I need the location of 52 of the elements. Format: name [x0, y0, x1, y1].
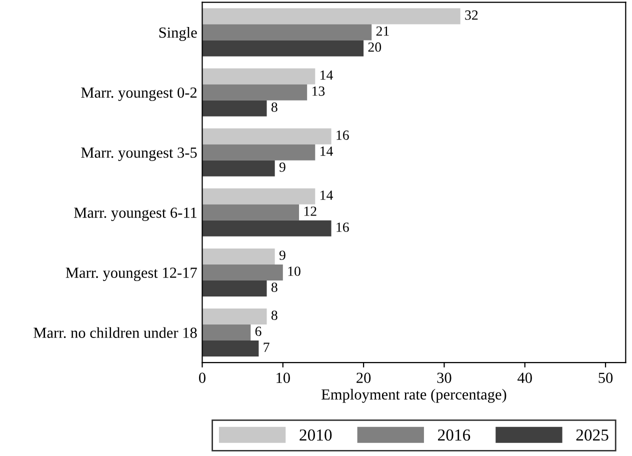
x-tick-label: 10 — [276, 372, 290, 383]
legend-label: 2025 — [576, 429, 608, 441]
data-label: 6 — [255, 326, 262, 336]
bar — [202, 324, 251, 341]
legend-label: 2016 — [438, 429, 470, 441]
bar — [202, 220, 332, 236]
bar — [202, 24, 372, 40]
legend-label: 2010 — [300, 429, 332, 441]
y-tick-label: Marr. no children under 18 — [34, 327, 197, 338]
bar — [202, 340, 259, 357]
y-tick-label: Marr. youngest 6-11 — [74, 208, 196, 221]
bar — [202, 68, 316, 84]
bar — [202, 204, 300, 220]
y-tick-label: Marr. youngest 3-5 — [81, 148, 197, 161]
data-label: 32 — [465, 10, 478, 20]
x-axis-title: Employment rate (percentage) — [322, 388, 506, 403]
x-tick-label: 50 — [598, 372, 613, 383]
bar — [202, 144, 316, 160]
data-label: 8 — [271, 310, 278, 320]
data-label: 9 — [279, 162, 286, 172]
data-label: 20 — [368, 42, 382, 52]
data-label: 21 — [376, 26, 389, 36]
data-label: 7 — [264, 342, 270, 352]
data-label: 8 — [271, 102, 278, 112]
data-label: 10 — [288, 266, 300, 276]
data-label: 16 — [336, 130, 349, 140]
bar — [202, 280, 267, 296]
x-tick-label: 40 — [518, 372, 532, 383]
data-label: 9 — [279, 250, 286, 260]
bar — [202, 128, 332, 144]
bar — [202, 8, 460, 24]
x-tick-label: 30 — [437, 372, 452, 383]
x-tick-label: 0 — [199, 372, 206, 383]
bar — [202, 84, 308, 100]
data-label: 16 — [336, 222, 349, 232]
bar — [202, 188, 316, 204]
data-label: 14 — [320, 70, 333, 80]
data-label: 13 — [312, 86, 325, 96]
y-tick-label: Marr. youngest 12-17 — [66, 268, 197, 282]
bar — [202, 100, 267, 116]
data-label: 12 — [304, 206, 316, 216]
bar — [202, 160, 275, 176]
x-tick-label: 20 — [356, 372, 371, 383]
bar — [202, 40, 364, 56]
y-tick-label: Single — [159, 27, 197, 41]
bar — [202, 308, 267, 324]
bar — [202, 264, 283, 280]
bar — [202, 248, 275, 264]
data-label: 14 — [320, 190, 333, 200]
y-tick-label: Marr. youngest 0-2 — [81, 87, 197, 101]
data-label: 14 — [320, 146, 333, 156]
data-label: 8 — [271, 282, 278, 292]
